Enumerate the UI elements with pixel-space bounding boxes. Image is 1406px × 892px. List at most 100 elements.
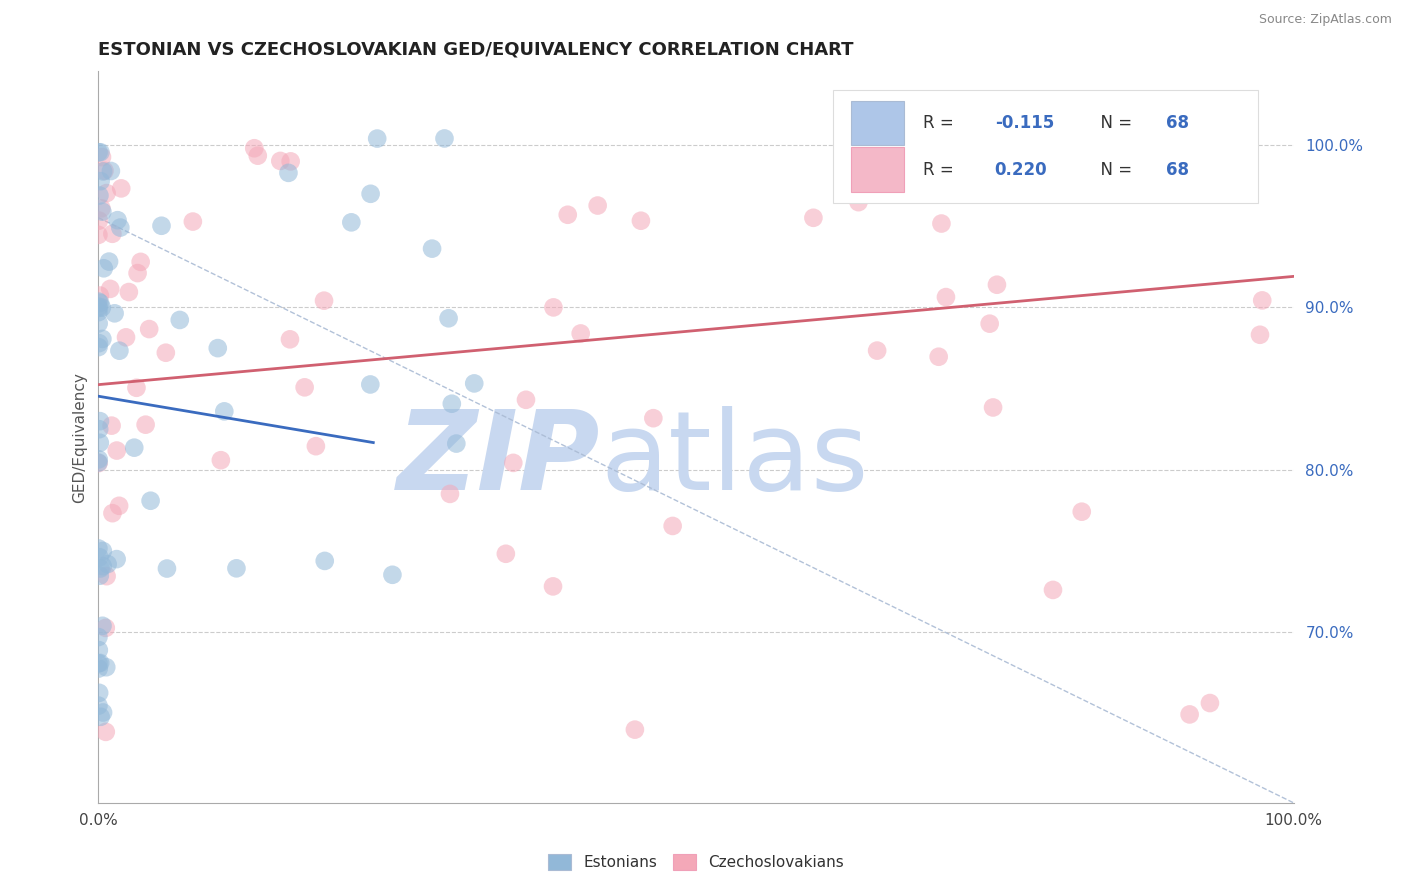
Point — [98, 254, 121, 268]
Point — [97, 557, 120, 571]
Point — [207, 341, 229, 355]
Point — [101, 506, 124, 520]
Point — [87, 227, 110, 242]
Point — [541, 579, 564, 593]
Point — [104, 306, 127, 320]
Point — [105, 552, 128, 566]
Point — [1157, 123, 1180, 137]
Point — [935, 290, 957, 304]
Point — [360, 186, 382, 201]
Text: ZIP: ZIP — [396, 406, 600, 513]
Point — [515, 392, 537, 407]
Point — [87, 317, 110, 331]
Point — [928, 350, 950, 364]
Point — [848, 195, 870, 210]
Point — [1178, 707, 1201, 722]
Y-axis label: GED/Equivalency: GED/Equivalency — [72, 372, 87, 502]
Point — [110, 220, 132, 235]
Point — [278, 332, 301, 346]
Point — [96, 186, 118, 200]
Point — [110, 181, 132, 195]
Point — [87, 661, 110, 675]
Point — [91, 204, 114, 219]
Point — [87, 657, 110, 671]
Point — [557, 208, 579, 222]
FancyBboxPatch shape — [852, 101, 904, 145]
Text: N =: N = — [1091, 114, 1137, 132]
Point — [91, 706, 114, 720]
Point — [89, 568, 111, 582]
Point — [156, 561, 179, 575]
Point — [108, 499, 131, 513]
Point — [87, 305, 110, 319]
Point — [87, 213, 110, 227]
Point — [87, 340, 110, 354]
Point — [89, 422, 111, 436]
Point — [294, 380, 316, 394]
Point — [495, 547, 517, 561]
Point — [986, 277, 1008, 292]
Point — [135, 417, 157, 432]
Text: Source: ZipAtlas.com: Source: ZipAtlas.com — [1258, 13, 1392, 27]
Point — [502, 456, 524, 470]
Point — [98, 282, 121, 296]
Point — [246, 149, 269, 163]
Point — [440, 397, 463, 411]
Point — [569, 326, 592, 341]
Point — [87, 301, 110, 315]
Point — [89, 145, 111, 160]
Point — [91, 150, 114, 164]
Point — [138, 322, 160, 336]
Point — [214, 404, 236, 418]
Point — [359, 377, 381, 392]
Point — [624, 723, 647, 737]
Text: R =: R = — [922, 161, 959, 179]
Point — [150, 219, 173, 233]
Point — [89, 296, 111, 310]
Point — [87, 643, 110, 657]
Point — [979, 317, 1001, 331]
Point — [90, 710, 112, 724]
Point — [87, 145, 110, 160]
Point — [122, 441, 145, 455]
Point — [420, 242, 443, 256]
Point — [661, 519, 683, 533]
Point — [90, 301, 112, 315]
Point — [87, 630, 110, 644]
FancyBboxPatch shape — [852, 147, 904, 192]
Point — [90, 174, 112, 188]
Point — [643, 411, 665, 425]
Point — [87, 456, 110, 470]
Point — [803, 211, 825, 225]
Point — [89, 561, 111, 575]
Point — [96, 569, 118, 583]
Point — [139, 493, 162, 508]
Point — [866, 343, 889, 358]
Point — [463, 376, 485, 391]
Point — [101, 227, 124, 241]
Point — [87, 294, 110, 309]
Point — [366, 131, 388, 145]
FancyBboxPatch shape — [834, 90, 1258, 203]
Point — [1147, 174, 1170, 188]
Point — [155, 345, 177, 359]
Point — [87, 698, 110, 713]
Point — [89, 188, 111, 202]
Point — [93, 261, 115, 276]
Point — [89, 435, 111, 450]
Point — [115, 330, 138, 344]
Text: 68: 68 — [1166, 114, 1188, 132]
Text: atlas: atlas — [600, 406, 869, 513]
Point — [94, 621, 117, 635]
Point — [280, 154, 302, 169]
Point — [433, 131, 456, 145]
Text: R =: R = — [922, 114, 959, 132]
Point — [89, 288, 111, 302]
Point — [277, 166, 299, 180]
Point — [89, 550, 111, 565]
Text: N =: N = — [1091, 161, 1137, 179]
Point — [107, 213, 129, 227]
Point — [89, 686, 111, 700]
Point — [181, 214, 204, 228]
Point — [837, 153, 859, 168]
